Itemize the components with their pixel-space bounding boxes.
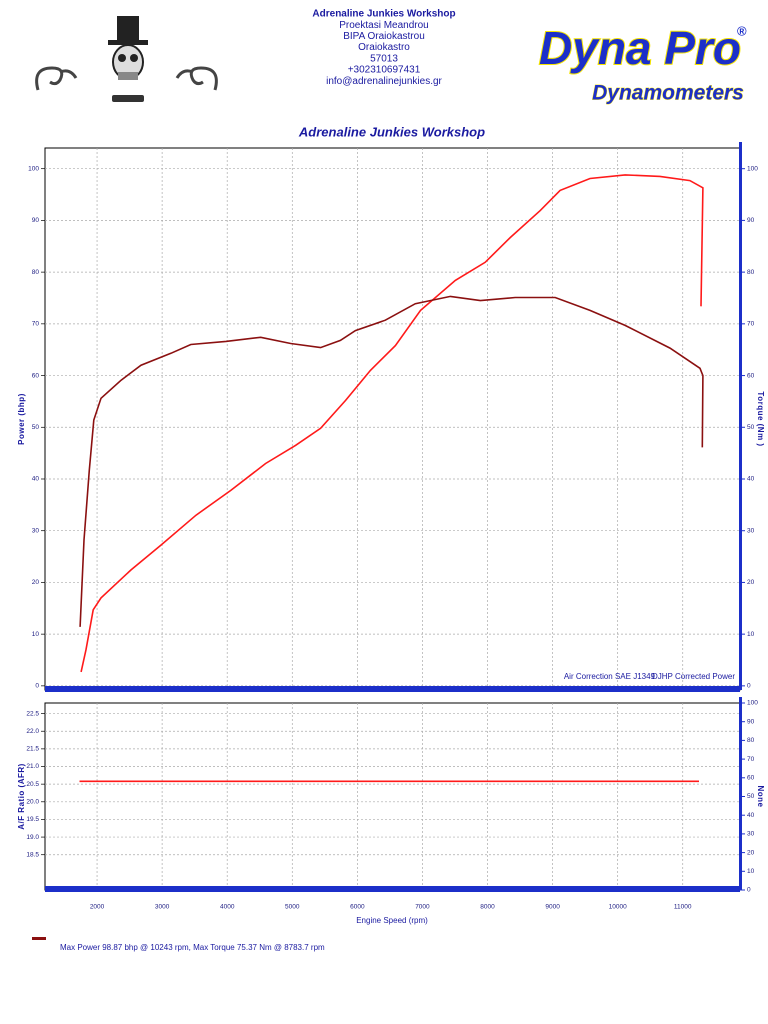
x-tick-label: 7000 bbox=[415, 904, 430, 911]
y2-tick-label: 60 bbox=[747, 775, 755, 782]
y2-tick-label: 0 bbox=[747, 887, 751, 894]
y-tick-label: 20.5 bbox=[26, 781, 39, 788]
plot-area bbox=[44, 702, 741, 891]
x-tick-label: 11000 bbox=[674, 904, 692, 911]
y-tick-label: 19.0 bbox=[26, 834, 39, 841]
y-axis-label: Power (bhp) bbox=[17, 393, 26, 445]
y2-tick-label: 100 bbox=[747, 165, 758, 172]
brand-name: Dyna Pro bbox=[539, 22, 741, 74]
y-axis-label: A/F Ratio (AFR) bbox=[17, 763, 26, 830]
x-axis-label: Engine Speed (rpm) bbox=[356, 916, 428, 925]
x-tick-label: 8000 bbox=[480, 904, 495, 911]
series-line bbox=[80, 174, 704, 673]
y2-axis-label: Torque (Nm ) bbox=[756, 391, 765, 446]
series-line bbox=[79, 295, 704, 627]
y-tick-label: 18.5 bbox=[26, 851, 39, 858]
chart-title: Adrenaline Junkies Workshop bbox=[298, 124, 485, 139]
y2-tick-label: 90 bbox=[747, 718, 755, 725]
x-tick-label: 9000 bbox=[545, 904, 560, 911]
brand-subtitle: Dynamometers bbox=[592, 82, 744, 105]
address-line: info@adrenalinejunkies.gr bbox=[326, 76, 442, 87]
x-axis-bar bbox=[45, 686, 740, 692]
y2-tick-label: 40 bbox=[747, 476, 755, 483]
shop-name: Adrenaline Junkies Workshop bbox=[312, 9, 455, 20]
y2-tick-label: 0 bbox=[747, 683, 751, 690]
address-line: +302310697431 bbox=[348, 65, 421, 76]
brand-logo: Dyna Pro ® Dynamometers bbox=[538, 21, 747, 105]
x-tick-label: 6000 bbox=[350, 904, 365, 911]
x-tick-label: 3000 bbox=[155, 904, 170, 911]
summary-note: Max Power 98.87 bhp @ 10243 rpm, Max Tor… bbox=[60, 943, 325, 952]
x-tick-label: 4000 bbox=[220, 904, 235, 911]
legend-swatch bbox=[32, 937, 46, 940]
y2-axis-bar bbox=[739, 697, 742, 890]
shop-logo bbox=[35, 16, 218, 102]
y-tick-label: 21.0 bbox=[26, 763, 39, 770]
address-line: 57013 bbox=[370, 53, 398, 64]
y-tick-label: 21.5 bbox=[26, 746, 39, 753]
y2-tick-label: 30 bbox=[747, 831, 755, 838]
y2-tick-label: 20 bbox=[747, 849, 755, 856]
y2-tick-label: 50 bbox=[747, 424, 755, 431]
x-axis-bar bbox=[45, 886, 740, 892]
address-line: Oraiokastro bbox=[358, 42, 410, 53]
y2-tick-label: 80 bbox=[747, 269, 755, 276]
y2-tick-label: 70 bbox=[747, 756, 755, 763]
y2-tick-label: 40 bbox=[747, 812, 755, 819]
y2-tick-label: 50 bbox=[747, 793, 755, 800]
y-tick-label: 22.5 bbox=[26, 710, 39, 717]
annotation: DJHP Corrected Power bbox=[652, 672, 735, 681]
y-tick-label: 90 bbox=[32, 217, 40, 224]
y2-tick-label: 10 bbox=[747, 868, 755, 875]
y2-tick-label: 20 bbox=[747, 579, 755, 586]
y-tick-label: 60 bbox=[32, 372, 40, 379]
address-line: Proektasi Meandrou bbox=[339, 20, 429, 31]
y-tick-label: 50 bbox=[32, 424, 40, 431]
x-tick-label: 5000 bbox=[285, 904, 300, 911]
y2-tick-label: 70 bbox=[747, 321, 755, 328]
y2-tick-label: 100 bbox=[747, 700, 758, 707]
y-tick-label: 20 bbox=[32, 579, 40, 586]
x-tick-label: 2000 bbox=[90, 904, 105, 911]
y-tick-label: 70 bbox=[32, 321, 40, 328]
plot-area bbox=[44, 147, 741, 691]
y-tick-label: 40 bbox=[32, 476, 40, 483]
y2-tick-label: 10 bbox=[747, 631, 755, 638]
y2-tick-label: 90 bbox=[747, 217, 755, 224]
y2-axis-bar bbox=[739, 142, 742, 690]
y-tick-label: 80 bbox=[32, 269, 40, 276]
address-line: BIPA Oraiokastrou bbox=[343, 31, 425, 42]
x-tick-label: 10000 bbox=[609, 904, 627, 911]
brand-mark: ® bbox=[737, 23, 747, 38]
y-tick-label: 20.0 bbox=[26, 799, 39, 806]
y-tick-label: 0 bbox=[35, 683, 39, 690]
y-tick-label: 100 bbox=[28, 165, 39, 172]
annotation: Air Correction SAE J1349 bbox=[564, 672, 656, 681]
y2-tick-label: 60 bbox=[747, 372, 755, 379]
y-tick-label: 22.0 bbox=[26, 728, 39, 735]
y-tick-label: 30 bbox=[32, 527, 40, 534]
y2-tick-label: 80 bbox=[747, 737, 755, 744]
y-tick-label: 10 bbox=[32, 631, 40, 638]
y-tick-label: 19.5 bbox=[26, 816, 39, 823]
y2-axis-label: None bbox=[756, 786, 765, 808]
y2-tick-label: 30 bbox=[747, 527, 755, 534]
